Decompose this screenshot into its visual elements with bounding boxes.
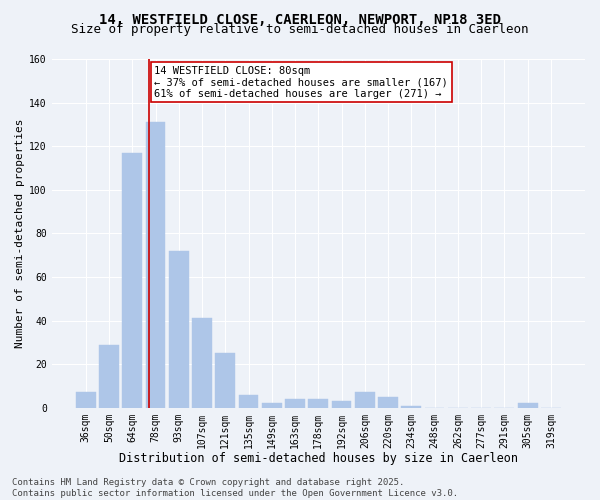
- Bar: [215, 353, 235, 408]
- Bar: [332, 401, 352, 407]
- Bar: [518, 404, 538, 407]
- Bar: [239, 394, 259, 407]
- Bar: [99, 344, 119, 408]
- Bar: [146, 122, 166, 408]
- Text: Size of property relative to semi-detached houses in Caerleon: Size of property relative to semi-detach…: [71, 24, 529, 36]
- Text: Contains HM Land Registry data © Crown copyright and database right 2025.
Contai: Contains HM Land Registry data © Crown c…: [12, 478, 458, 498]
- Text: 14 WESTFIELD CLOSE: 80sqm
← 37% of semi-detached houses are smaller (167)
61% of: 14 WESTFIELD CLOSE: 80sqm ← 37% of semi-…: [154, 66, 448, 98]
- Bar: [169, 251, 188, 408]
- Bar: [192, 318, 212, 408]
- Bar: [308, 399, 328, 407]
- Bar: [401, 406, 421, 407]
- Bar: [122, 152, 142, 408]
- Bar: [285, 399, 305, 407]
- Text: 14, WESTFIELD CLOSE, CAERLEON, NEWPORT, NP18 3ED: 14, WESTFIELD CLOSE, CAERLEON, NEWPORT, …: [99, 12, 501, 26]
- Bar: [378, 397, 398, 407]
- Bar: [355, 392, 375, 407]
- Y-axis label: Number of semi-detached properties: Number of semi-detached properties: [15, 118, 25, 348]
- X-axis label: Distribution of semi-detached houses by size in Caerleon: Distribution of semi-detached houses by …: [119, 452, 518, 465]
- Bar: [262, 404, 282, 407]
- Bar: [76, 392, 95, 407]
